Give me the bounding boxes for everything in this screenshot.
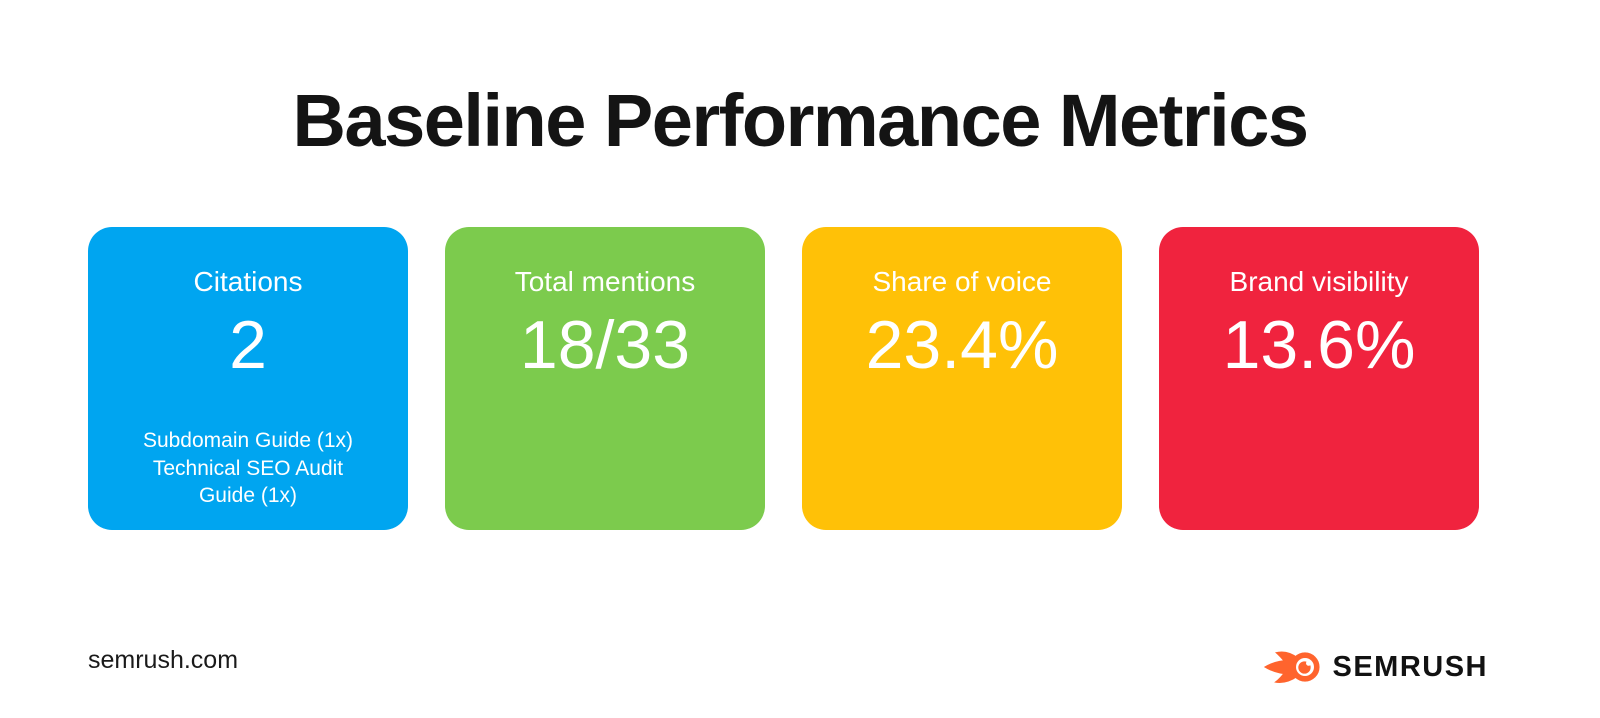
metric-value: 18/33 [519, 307, 691, 383]
metric-detail-line: Technical SEO Audit [152, 456, 344, 480]
metric-label: Total mentions [514, 266, 696, 297]
metric-value: 2 [229, 307, 267, 383]
semrush-logo: SEMRUSH [1263, 644, 1488, 690]
metric-details: Subdomain Guide (1x) Technical SEO Audit… [88, 427, 408, 510]
metric-card: Total mentions 18/33 [445, 227, 765, 530]
metric-detail-line: Guide (1x) [198, 484, 298, 507]
semrush-wordmark: SEMRUSH [1332, 650, 1488, 683]
metric-label: Share of voice [872, 266, 1052, 297]
metric-card: Share of voice 23.4% [802, 227, 1122, 530]
site-url-text: semrush.com [88, 646, 239, 674]
metric-card: Citations 2 Subdomain Guide (1x) Technic… [88, 227, 408, 530]
metric-detail-line: Subdomain Guide (1x) [142, 429, 354, 452]
metric-label: Citations [193, 266, 303, 297]
page-title: Baseline Performance Metrics [292, 79, 1309, 162]
metric-card: Brand visibility 13.6% [1159, 227, 1479, 530]
metric-value: 23.4% [865, 307, 1059, 383]
semrush-comet-icon [1263, 647, 1323, 687]
metric-cards-row: Citations 2 Subdomain Guide (1x) Technic… [88, 227, 1479, 530]
metric-label: Brand visibility [1229, 266, 1409, 297]
metric-value: 13.6% [1222, 307, 1416, 383]
